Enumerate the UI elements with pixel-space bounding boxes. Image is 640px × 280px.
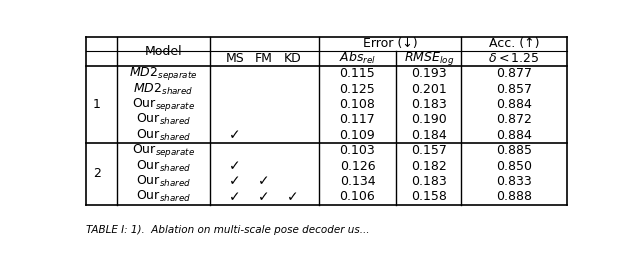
Text: ✓: ✓	[258, 190, 269, 204]
Text: 0.193: 0.193	[411, 67, 447, 80]
Text: 0.885: 0.885	[496, 144, 532, 157]
Text: 0.183: 0.183	[411, 98, 447, 111]
Text: 0.850: 0.850	[496, 160, 532, 172]
Text: Model: Model	[145, 45, 182, 58]
Text: 0.103: 0.103	[340, 144, 375, 157]
Text: $\mathrm{Our}_{\mathit{shared}}$: $\mathrm{Our}_{\mathit{shared}}$	[136, 174, 191, 189]
Text: ✓: ✓	[229, 190, 241, 204]
Text: $\mathrm{Our}_{\mathit{shared}}$: $\mathrm{Our}_{\mathit{shared}}$	[136, 189, 191, 204]
Text: $\mathit{MD2}_{\mathit{shared}}$: $\mathit{MD2}_{\mathit{shared}}$	[133, 81, 194, 97]
Text: $\delta < 1.25$: $\delta < 1.25$	[488, 52, 540, 65]
Text: $\mathrm{Our}_{\mathit{shared}}$: $\mathrm{Our}_{\mathit{shared}}$	[136, 128, 191, 143]
Text: Acc. (↑): Acc. (↑)	[489, 38, 540, 50]
Text: $\mathrm{Our}_{\mathit{separate}}$: $\mathrm{Our}_{\mathit{separate}}$	[132, 142, 195, 159]
Text: $\mathit{RMSE}_{log}$: $\mathit{RMSE}_{log}$	[404, 50, 454, 67]
Text: 0.109: 0.109	[340, 129, 375, 142]
Text: 0.877: 0.877	[496, 67, 532, 80]
Text: 0.184: 0.184	[411, 129, 447, 142]
Text: 0.126: 0.126	[340, 160, 375, 172]
Text: ✓: ✓	[258, 174, 269, 188]
Text: $\mathit{Abs}_{rel}$: $\mathit{Abs}_{rel}$	[339, 50, 376, 66]
Text: $\mathrm{Our}_{\mathit{shared}}$: $\mathrm{Our}_{\mathit{shared}}$	[136, 112, 191, 127]
Text: 0.106: 0.106	[340, 190, 375, 203]
Text: 2: 2	[93, 167, 101, 180]
Text: 0.190: 0.190	[411, 113, 447, 126]
Text: FM: FM	[255, 52, 273, 65]
Text: 0.108: 0.108	[339, 98, 376, 111]
Text: 0.157: 0.157	[411, 144, 447, 157]
Text: 0.115: 0.115	[340, 67, 375, 80]
Text: ✓: ✓	[287, 190, 298, 204]
Text: 0.201: 0.201	[411, 83, 447, 95]
Text: $\mathit{MD2}_{\mathit{separate}}$: $\mathit{MD2}_{\mathit{separate}}$	[129, 65, 198, 82]
Text: Error (↓): Error (↓)	[363, 38, 417, 50]
Text: 0.857: 0.857	[496, 83, 532, 95]
Text: 0.884: 0.884	[496, 98, 532, 111]
Text: 0.182: 0.182	[411, 160, 447, 172]
Text: $\mathrm{Our}_{\mathit{separate}}$: $\mathrm{Our}_{\mathit{separate}}$	[132, 96, 195, 113]
Text: 0.183: 0.183	[411, 175, 447, 188]
Text: 0.134: 0.134	[340, 175, 375, 188]
Text: ✓: ✓	[229, 159, 241, 173]
Text: 0.833: 0.833	[496, 175, 532, 188]
Text: KD: KD	[284, 52, 301, 65]
Text: 0.872: 0.872	[496, 113, 532, 126]
Text: ✓: ✓	[229, 174, 241, 188]
Text: MS: MS	[226, 52, 244, 65]
Text: 1: 1	[93, 98, 101, 111]
Text: 0.158: 0.158	[411, 190, 447, 203]
Text: 0.888: 0.888	[496, 190, 532, 203]
Text: 0.884: 0.884	[496, 129, 532, 142]
Text: $\mathrm{Our}_{\mathit{shared}}$: $\mathrm{Our}_{\mathit{shared}}$	[136, 158, 191, 174]
Text: TABLE I: 1).  Ablation on multi-scale pose decoder us...: TABLE I: 1). Ablation on multi-scale pos…	[86, 225, 370, 235]
Text: ✓: ✓	[229, 128, 241, 142]
Text: 0.125: 0.125	[340, 83, 375, 95]
Text: 0.117: 0.117	[340, 113, 375, 126]
